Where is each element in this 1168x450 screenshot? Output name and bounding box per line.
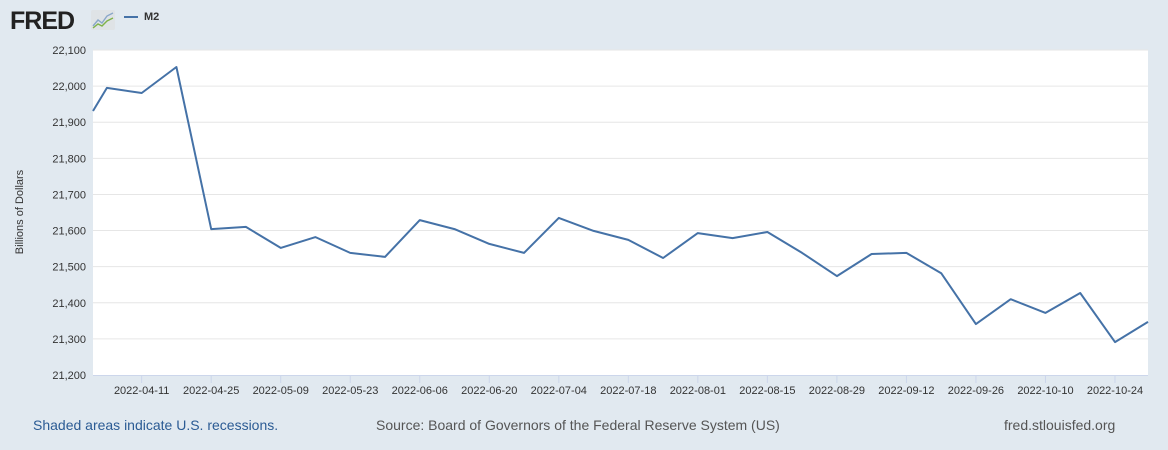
x-tick-label: 2022-10-10 bbox=[1017, 385, 1073, 397]
y-tick-label: 21,400 bbox=[52, 298, 86, 310]
y-tick-label: 22,000 bbox=[52, 81, 86, 93]
y-tick-label: 21,200 bbox=[52, 370, 86, 382]
x-tick-label: 2022-08-01 bbox=[670, 385, 726, 397]
x-tick-label: 2022-06-06 bbox=[392, 385, 448, 397]
x-tick-label: 2022-07-18 bbox=[600, 385, 656, 397]
x-tick-label: 2022-07-04 bbox=[531, 385, 587, 397]
fred-logo[interactable]: FRED bbox=[10, 7, 75, 35]
x-tick-label: 2022-04-11 bbox=[114, 385, 169, 397]
y-tick-label: 21,500 bbox=[52, 262, 86, 274]
legend[interactable]: M2 bbox=[124, 11, 159, 23]
plot-area bbox=[93, 50, 1148, 375]
site-link[interactable]: fred.stlouisfed.org bbox=[1004, 417, 1116, 433]
y-tick-label: 21,600 bbox=[52, 226, 86, 238]
recession-note-link[interactable]: Shaded areas indicate U.S. recessions. bbox=[33, 417, 279, 433]
x-tick-label: 2022-05-23 bbox=[322, 385, 378, 397]
source-text: Source: Board of Governors of the Federa… bbox=[376, 417, 780, 433]
x-tick-label: 2022-10-24 bbox=[1087, 385, 1143, 397]
y-tick-label: 21,900 bbox=[52, 117, 86, 129]
x-tick-label: 2022-06-20 bbox=[461, 385, 517, 397]
x-tick-label: 2022-09-26 bbox=[948, 385, 1004, 397]
x-tick-label: 2022-04-25 bbox=[183, 385, 239, 397]
x-tick-label: 2022-05-09 bbox=[253, 385, 309, 397]
y-tick-label: 21,300 bbox=[52, 334, 86, 346]
legend-swatch bbox=[124, 16, 138, 18]
series-line-M2[interactable] bbox=[92, 66, 1149, 344]
x-tick-label: 2022-08-29 bbox=[809, 385, 865, 397]
y-axis-label: Billions of Dollars bbox=[14, 169, 26, 254]
x-tick-label: 2022-09-12 bbox=[878, 385, 934, 397]
chart-line-icon bbox=[91, 10, 115, 30]
x-tick-label: 2022-08-15 bbox=[739, 385, 795, 397]
y-tick-label: 21,700 bbox=[52, 189, 86, 201]
y-tick-label: 21,800 bbox=[52, 153, 86, 165]
y-tick-label: 22,100 bbox=[52, 45, 86, 57]
legend-label: M2 bbox=[144, 11, 160, 23]
